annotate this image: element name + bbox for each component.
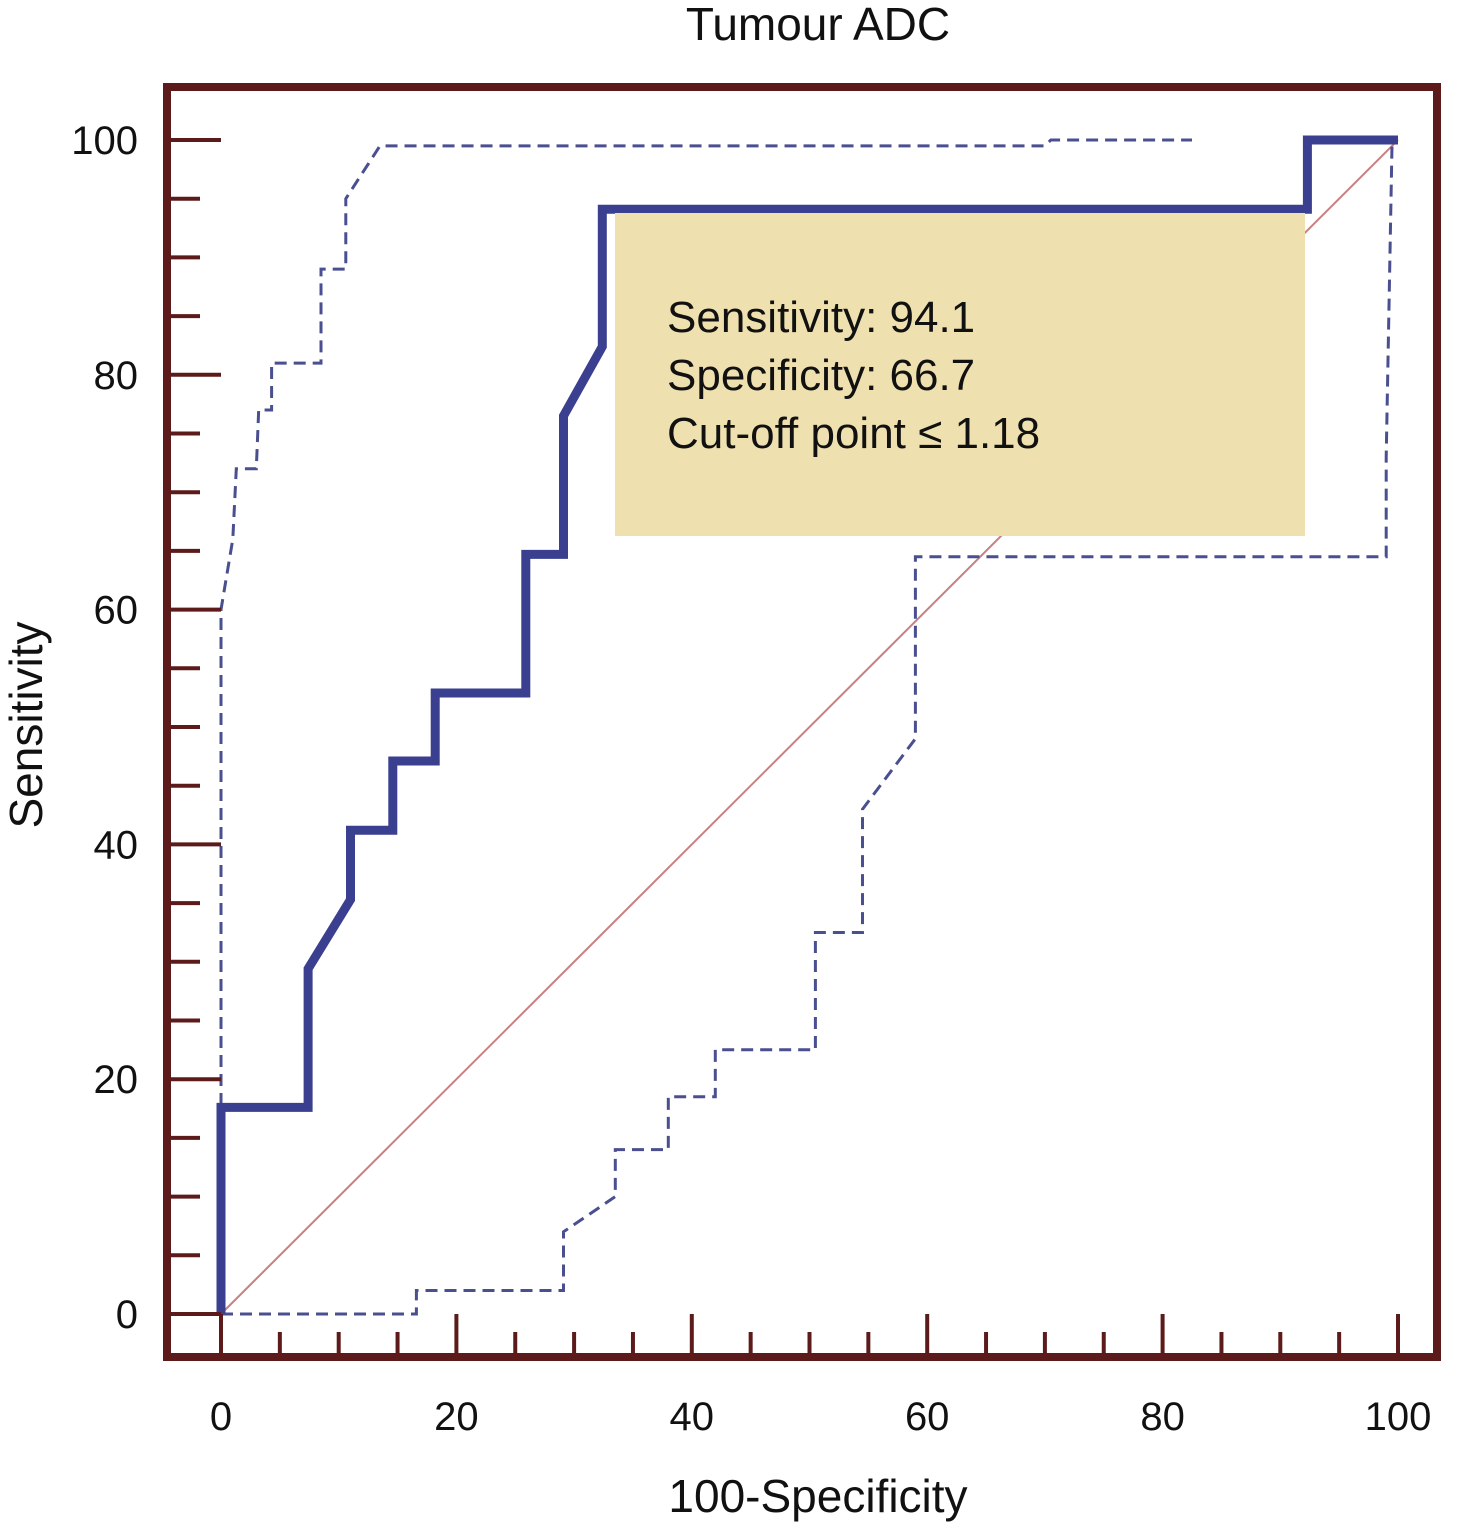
cutoff-annotation-box: Sensitivity: 94.1 Specificity: 66.7 Cut-… [615, 213, 1305, 536]
y-tick-label: 80 [94, 354, 139, 398]
y-tick-label: 0 [116, 1293, 138, 1337]
x-tick-label: 100 [1365, 1395, 1432, 1439]
chart-title: Tumour ADC [686, 0, 950, 50]
y-tick-label: 20 [94, 1058, 139, 1102]
x-tick-label: 40 [670, 1395, 715, 1439]
x-axis-label: 100-Specificity [668, 1470, 967, 1522]
y-tick-label: 40 [94, 823, 139, 867]
y-axis-label: Sensitivity [0, 621, 52, 828]
y-tick-label: 60 [94, 589, 139, 633]
annotation-cutoff: Cut-off point ≤ 1.18 [667, 409, 1041, 458]
plot-frame [163, 83, 1441, 1361]
ticks-layer: 0 20 40 60 80 100 0 20 40 60 80 100 [71, 119, 1431, 1439]
roc-curve [216, 135, 1398, 1314]
annotation-sensitivity: Sensitivity: 94.1 [667, 293, 976, 342]
x-tick-label: 60 [905, 1395, 950, 1439]
annotation-specificity: Specificity: 66.7 [667, 351, 976, 400]
x-tick-label: 20 [434, 1395, 479, 1439]
x-tick-label: 80 [1140, 1395, 1185, 1439]
upper-ci-curve [219, 138, 1192, 1314]
lower-ci-curve [221, 139, 1394, 1316]
x-tick-label: 0 [210, 1395, 232, 1439]
y-tick-label: 100 [71, 119, 138, 163]
